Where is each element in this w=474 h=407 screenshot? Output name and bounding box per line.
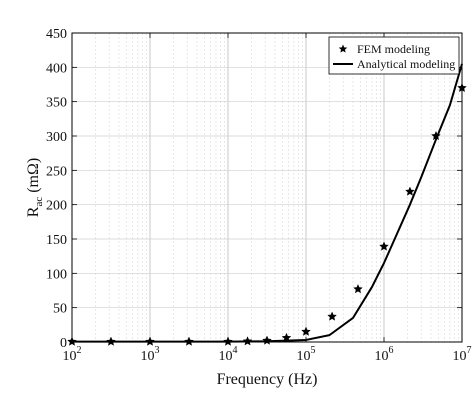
y-tick-label: 450	[46, 27, 67, 42]
fem-data-point	[301, 326, 311, 336]
legend-box	[328, 36, 460, 75]
y-tick-label: 150	[46, 233, 67, 248]
plot-background	[72, 33, 462, 342]
legend-label: FEM modeling	[357, 42, 430, 56]
y-tick-label: 0	[60, 336, 67, 351]
x-tick-label: 106	[375, 345, 394, 364]
fem-data-point	[327, 311, 337, 321]
x-tick-label: 107	[453, 345, 472, 364]
series-line-analytical-modeling	[72, 63, 463, 343]
label-layer: Frequency (Hz) Rac (mΩ)	[25, 158, 317, 388]
y-tick-label: 200	[46, 199, 67, 214]
y-tick-label: 100	[46, 267, 67, 282]
x-tick-label: 104	[219, 345, 238, 364]
y-tick-label: 300	[46, 130, 67, 145]
y-axis-label: Rac (mΩ)	[25, 158, 45, 217]
grid-layer	[71, 32, 462, 343]
legend-star-swatch	[338, 44, 348, 53]
y-tick-label: 400	[46, 61, 67, 76]
legend-label: Analytical modeling	[357, 57, 455, 71]
x-tick-label: 103	[141, 345, 160, 364]
fem-data-point	[457, 82, 467, 93]
y-tick-label: 50	[53, 302, 67, 317]
x-axis-label: Frequency (Hz)	[217, 371, 318, 388]
fem-data-point	[353, 283, 363, 294]
fem-data-point	[379, 241, 389, 251]
data-layer	[67, 63, 467, 346]
x-tick-label: 102	[63, 345, 82, 364]
x-tick-label: 105	[297, 345, 316, 364]
fem-data-point	[405, 186, 415, 196]
y-tick-label: 350	[46, 96, 67, 111]
y-tick-label: 250	[46, 164, 67, 179]
